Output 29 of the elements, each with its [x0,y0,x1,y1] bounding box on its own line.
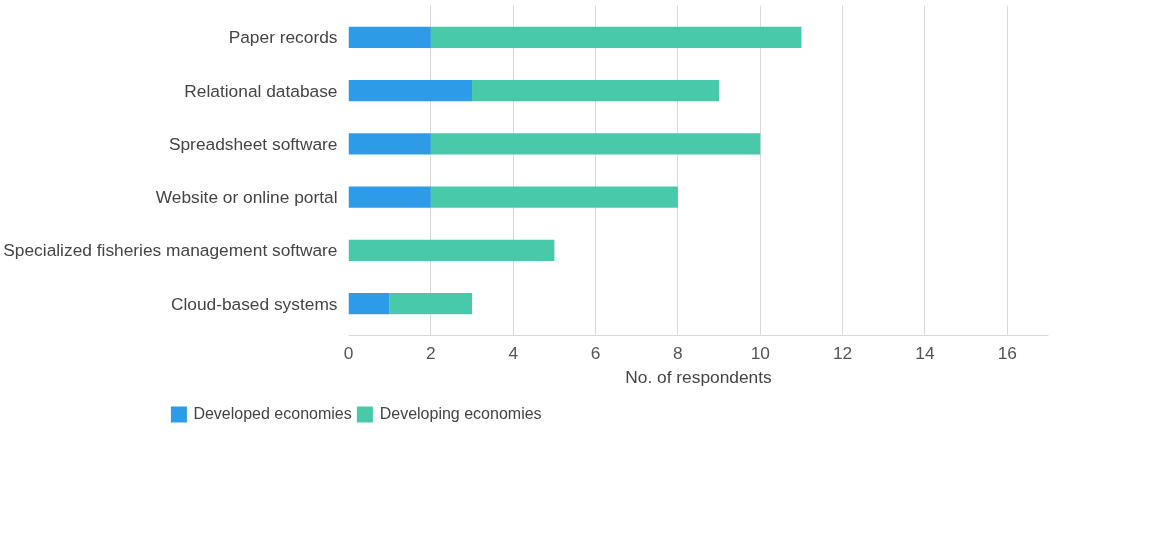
x-tick-label: 14 [915,342,935,363]
y-tick-label: Specialized fisheries management software [3,240,338,261]
bar [348,133,431,155]
bar [389,292,473,315]
bar [348,292,390,315]
x-tick-label: 8 [673,342,683,363]
y-tick-label: Website or online portal [155,187,338,208]
y-tick-label: Cloud-based systems [170,293,338,314]
bar [348,80,473,102]
bar [430,26,802,49]
y-tick-label: Relational database [184,80,338,101]
x-tick-label: 10 [750,342,770,363]
bar [348,239,555,261]
x-tick-label: 6 [590,342,601,363]
x-tick-label: 0 [343,342,354,363]
bar [472,80,720,102]
x-tick-label: 12 [832,342,853,363]
y-tick-label: Paper records [228,27,338,48]
x-tick-label: 16 [997,342,1017,363]
bar [430,186,678,208]
x-tick-label: 2 [426,342,436,363]
x-axis-title: No. of respondents [625,366,773,387]
y-tick-label: Spreadsheet software [168,133,338,154]
bar [348,26,431,49]
bar [348,186,431,208]
legend-label: Developed economies [193,405,352,423]
bar [430,133,761,155]
legend-label: Developing economies [379,405,542,423]
x-tick-label: 4 [508,342,519,363]
